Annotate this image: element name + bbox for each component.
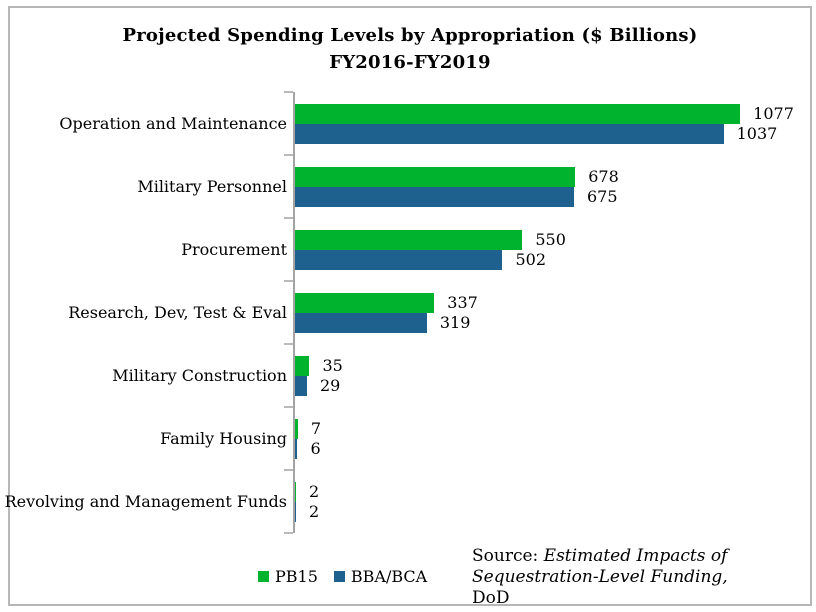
value-label: 550 (535, 229, 566, 249)
bar-line: 1037 (295, 123, 794, 144)
bar-line: 29 (295, 375, 343, 396)
bar-group: 550 502 (295, 229, 566, 270)
bars-area: Operation and Maintenance 1077 1037 Militar… (4, 92, 810, 533)
bar-line: 502 (295, 249, 566, 270)
bar-pb15 (295, 418, 298, 439)
value-label: 319 (439, 312, 471, 332)
category-label: Military Construction (112, 366, 287, 385)
category-label: Military Personnel (137, 177, 287, 196)
value-label: 1077 (753, 103, 794, 123)
bar-pb15 (295, 481, 296, 502)
value-label: 2 (309, 481, 320, 501)
bar-bbabca (295, 123, 724, 144)
axis-tick (284, 343, 293, 345)
bar-row: Revolving and Management Funds 2 2 (4, 470, 810, 533)
axis-tick (284, 280, 293, 282)
bar-line: 2 (295, 481, 320, 502)
bar-pb15 (295, 229, 523, 250)
axis-tick (284, 217, 293, 219)
bar-line: 337 (295, 292, 478, 313)
value-label: 337 (447, 292, 478, 312)
bar-line: 35 (295, 355, 343, 376)
value-label: 35 (322, 355, 343, 375)
bar-row: Military Personnel 678 675 (10, 155, 810, 218)
value-label: 29 (319, 375, 341, 395)
bar-row: Research, Dev, Test & Eval 337 319 (10, 281, 810, 344)
chart-title: Projected Spending Levels by Appropriati… (10, 22, 810, 76)
legend-label-bbabca: BBA/BCA (350, 567, 428, 586)
axis-tick (284, 406, 293, 408)
bar-bbabca (295, 249, 503, 270)
bar-pb15 (295, 103, 741, 124)
bar-bbabca (295, 186, 574, 207)
bar-line: 1077 (295, 103, 794, 124)
legend: PB15 BBA/BCA (258, 567, 427, 586)
axis-tick (284, 91, 293, 93)
bar-row: Military Construction 35 29 (10, 344, 810, 407)
bar-pb15 (295, 292, 435, 313)
bar-row: Operation and Maintenance 1077 1037 (10, 92, 810, 155)
bar-pb15 (295, 355, 310, 376)
chart-title-line-1: Projected Spending Levels by Appropriati… (122, 25, 698, 46)
category-label: Family Housing (160, 429, 287, 448)
category-label: Revolving and Management Funds (4, 492, 287, 511)
chart-canvas: Projected Spending Levels by Appropriati… (4, 6, 812, 609)
bar-bbabca (295, 501, 296, 522)
bar-group: 337 319 (295, 292, 478, 333)
axis-tick (284, 154, 293, 156)
value-label: 675 (587, 186, 618, 206)
bar-row: Procurement 550 502 (10, 218, 810, 281)
axis-tick (284, 532, 293, 534)
source-publisher: DoD (472, 588, 510, 608)
bar-group: 1077 1037 (295, 103, 794, 144)
bar-bbabca (295, 375, 307, 396)
bar-line: 2 (295, 501, 320, 522)
chart-title-line-2: FY2016-FY2019 (329, 52, 491, 73)
value-label: 678 (588, 166, 619, 186)
bar-line: 6 (295, 438, 321, 459)
bar-pb15 (295, 166, 576, 187)
bar-group: 678 675 (295, 166, 619, 207)
bar-row: Family Housing 7 6 (10, 407, 810, 470)
value-label: 6 (310, 438, 321, 458)
legend-item-bbabca: BBA/BCA (333, 567, 428, 586)
bar-line: 678 (295, 166, 619, 187)
bar-group: 35 29 (295, 355, 343, 396)
bar-line: 319 (295, 312, 478, 333)
bar-bbabca (295, 438, 298, 459)
axis-tick (284, 469, 293, 471)
value-label: 2 (309, 501, 320, 521)
source-work-title: Estimated Impacts of Sequestration-Level… (472, 546, 728, 587)
legend-swatch-bbabca (333, 571, 345, 582)
bar-bbabca (295, 312, 427, 333)
category-label: Operation and Maintenance (59, 114, 287, 133)
category-label: Procurement (181, 240, 287, 259)
value-label: 1037 (736, 123, 778, 143)
source-prefix: Source: (472, 546, 539, 566)
bar-line: 7 (295, 418, 322, 439)
value-label: 502 (515, 249, 547, 269)
source-note: Source: Estimated Impacts of Sequestrati… (472, 546, 756, 609)
bar-line: 550 (295, 229, 566, 250)
legend-item-pb15: PB15 (258, 567, 318, 586)
category-label: Research, Dev, Test & Eval (68, 303, 287, 322)
bar-line: 675 (295, 186, 619, 207)
legend-swatch-pb15 (258, 571, 269, 582)
value-label: 7 (310, 418, 322, 438)
category-axis-line (293, 92, 295, 533)
legend-label-pb15: PB15 (275, 567, 318, 586)
